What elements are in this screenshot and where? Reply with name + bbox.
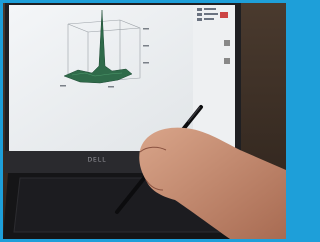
page: DELL (() => { const data = JSON.parse(do… (0, 0, 289, 242)
brand-logo: DELL (87, 157, 106, 164)
photo: DELL (0, 0, 289, 242)
side-panel (193, 5, 235, 151)
